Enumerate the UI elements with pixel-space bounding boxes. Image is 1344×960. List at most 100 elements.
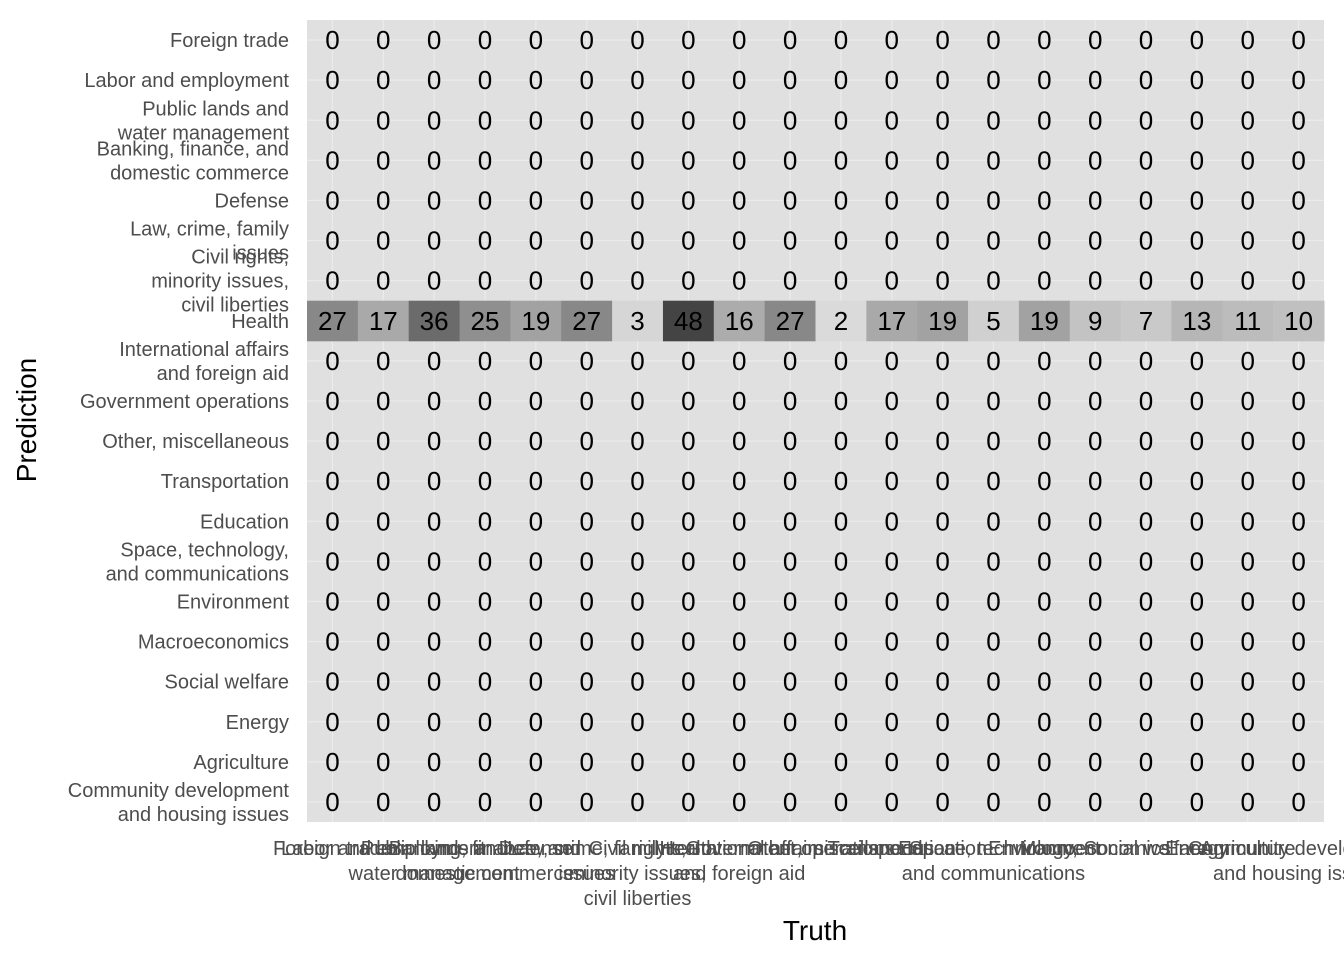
cell-value-label: 0	[427, 707, 441, 737]
cell-value-label: 0	[1291, 747, 1305, 777]
cell-value-label: 0	[935, 346, 949, 376]
cell-value-label: 0	[427, 226, 441, 256]
cell-value-label: 0	[834, 546, 848, 576]
x-tick-label-law-crime-family-issues: Law, crime, family issues	[507, 838, 666, 885]
cell-value-label: 0	[579, 346, 593, 376]
cell-value-label: 0	[529, 586, 543, 616]
cell-value-label: 0	[935, 25, 949, 55]
cell-value-label: 0	[1240, 25, 1254, 55]
cell-value-label: 0	[1190, 546, 1204, 576]
cell-value-label: 0	[1088, 185, 1102, 215]
cell-value-label: 0	[1088, 506, 1102, 536]
cell-value-label: 0	[732, 546, 746, 576]
cell-value-label: 0	[427, 266, 441, 296]
cell-value-label: 0	[478, 386, 492, 416]
cell-value-label: 17	[369, 306, 398, 336]
x-tick-label-other-miscellaneous: Other, miscellaneous	[748, 838, 935, 860]
cell-value-label: 0	[427, 386, 441, 416]
cell-value-label: 0	[579, 145, 593, 175]
cell-value-label: 0	[529, 386, 543, 416]
cell-value-label: 0	[986, 707, 1000, 737]
cell-value-label: 0	[427, 185, 441, 215]
x-tick-label-international-affairs-and-foreign-aid: International affairs and foreign aid	[654, 838, 824, 885]
cell-value-label: 0	[986, 466, 1000, 496]
cell-value-label: 3	[630, 306, 644, 336]
cell-value-label: 0	[1240, 65, 1254, 95]
cell-value-label: 0	[630, 627, 644, 657]
cell-value-label: 0	[529, 787, 543, 817]
cell-value-label: 0	[325, 627, 339, 657]
cell-value-label: 0	[935, 65, 949, 95]
cell-value-label: 0	[325, 226, 339, 256]
cell-value-label: 0	[579, 105, 593, 135]
cell-value-label: 0	[1088, 466, 1102, 496]
cell-value-label: 0	[478, 466, 492, 496]
cell-value-label: 0	[783, 586, 797, 616]
cell-value-label: 0	[986, 667, 1000, 697]
cell-value-label: 0	[1088, 667, 1102, 697]
cell-value-label: 0	[1139, 466, 1153, 496]
cell-value-label: 0	[529, 105, 543, 135]
y-tick-label-public-lands-and-water-management: Public lands and water management	[117, 98, 290, 144]
cell-value-label: 0	[783, 707, 797, 737]
cell-value-label: 0	[834, 667, 848, 697]
cell-value-label: 0	[1088, 65, 1102, 95]
gridlines	[307, 20, 1324, 822]
cell-value-label: 0	[986, 346, 1000, 376]
cell-value-label: 0	[579, 185, 593, 215]
cell-value-label: 0	[1037, 426, 1051, 456]
cell-value-label: 0	[986, 266, 1000, 296]
heatmap-cell	[917, 300, 969, 342]
cell-value-label: 0	[1240, 145, 1254, 175]
cell-value-label: 0	[376, 787, 390, 817]
x-tick-label-defense: Defense	[499, 838, 574, 860]
cell-value-label: 0	[986, 145, 1000, 175]
cell-value-label: 0	[732, 266, 746, 296]
cell-value-label: 0	[1037, 667, 1051, 697]
cell-value-label: 0	[1190, 747, 1204, 777]
cell-value-label: 0	[478, 346, 492, 376]
cell-value-label: 0	[579, 266, 593, 296]
cell-value-label: 0	[783, 546, 797, 576]
cell-value-label: 0	[630, 226, 644, 256]
cell-value-label: 0	[885, 226, 899, 256]
cell-value-label: 0	[885, 65, 899, 95]
heatmap-cell	[612, 300, 664, 342]
cell-value-label: 0	[376, 185, 390, 215]
plot-panel	[307, 20, 1324, 822]
cell-value-label: 0	[427, 627, 441, 657]
cell-value-label: 0	[1088, 145, 1102, 175]
cell-value-label: 0	[681, 105, 695, 135]
cell-value-label: 0	[783, 105, 797, 135]
cell-value-label: 0	[834, 145, 848, 175]
cell-value-label: 0	[681, 386, 695, 416]
cell-value-label: 0	[885, 787, 899, 817]
y-tick-label-transportation: Transportation	[161, 471, 289, 493]
y-tick-label-education: Education	[200, 511, 289, 533]
heatmap-cell	[510, 300, 562, 342]
cell-value-label: 0	[1291, 627, 1305, 657]
cell-value-label: 25	[471, 306, 500, 336]
cell-value-label: 0	[681, 667, 695, 697]
y-tick-label-health: Health	[231, 311, 289, 333]
cell-value-label: 0	[1139, 386, 1153, 416]
cell-value-label: 0	[376, 25, 390, 55]
cell-value-label: 0	[885, 185, 899, 215]
cell-value-label: 0	[1139, 747, 1153, 777]
cell-value-label: 0	[783, 145, 797, 175]
cell-value-label: 0	[986, 546, 1000, 576]
cell-value-label: 27	[776, 306, 805, 336]
cell-value-label: 0	[935, 386, 949, 416]
cell-value-label: 0	[834, 25, 848, 55]
cell-value-label: 0	[376, 667, 390, 697]
cell-value-label: 16	[725, 306, 754, 336]
cell-value-label: 0	[681, 506, 695, 536]
cell-value-label: 0	[732, 506, 746, 536]
heatmap-cell	[408, 300, 461, 342]
x-tick-label-labor-and-employment: Labor and employment	[281, 838, 486, 860]
y-tick-label-space-technology-and-communications: Space, technology, and communications	[106, 539, 289, 585]
cell-value-label: 0	[1190, 145, 1204, 175]
cell-value-label: 0	[732, 707, 746, 737]
